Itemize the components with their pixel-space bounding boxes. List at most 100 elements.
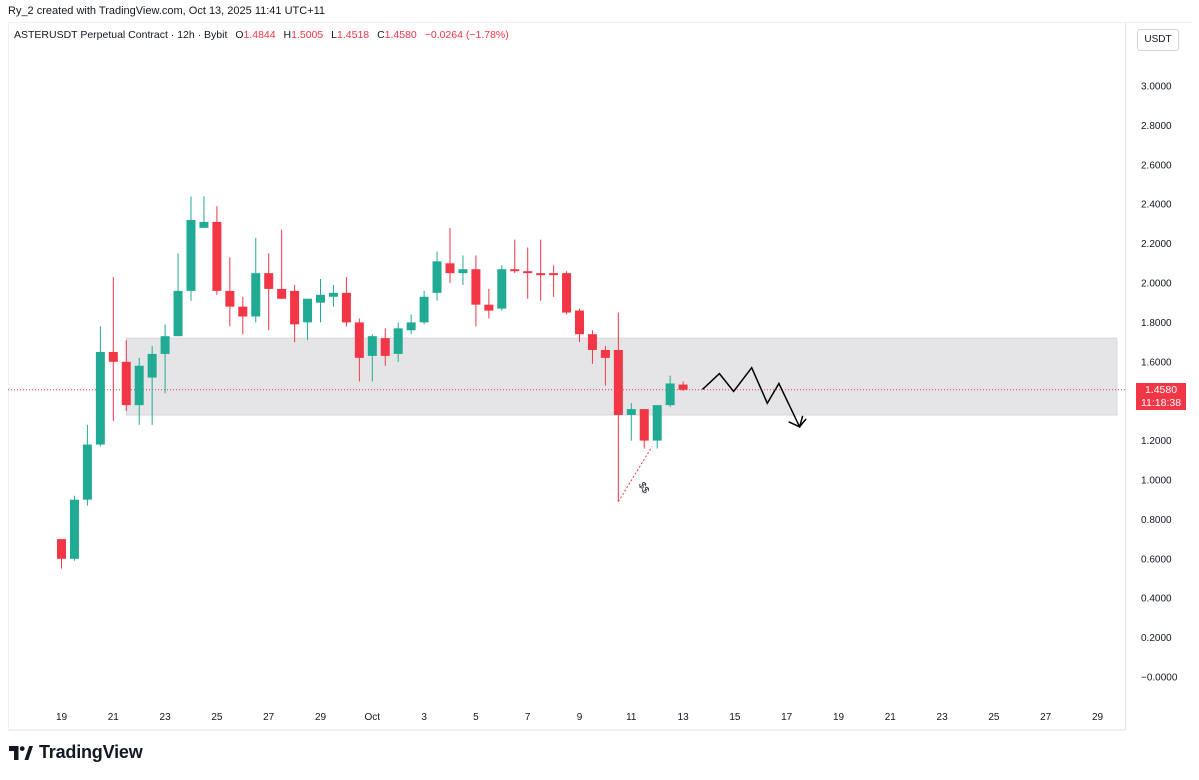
candle-body-19 — [303, 298, 313, 323]
candle-body-1 — [69, 499, 79, 559]
x-tick-label-2: 23 — [160, 712, 172, 723]
y-tick-label-4: 2.2000 — [1141, 239, 1172, 250]
candle-body-31 — [458, 269, 468, 274]
ohlc-open-key: O — [235, 29, 244, 41]
y-tick-label-0: 3.0000 — [1141, 82, 1172, 93]
y-tick-label-6: 1.8000 — [1141, 318, 1172, 329]
y-tick-label-15: −0.0000 — [1141, 673, 1178, 684]
candle-body-24 — [367, 336, 377, 356]
symbol-legend[interactable]: ASTERUSDT Perpetual Contract · 12h · Byb… — [14, 29, 509, 41]
candle-body-3 — [95, 351, 105, 445]
current-price-label: 1.4580 — [1144, 384, 1178, 396]
candle-body-38 — [549, 273, 559, 276]
candle-body-13 — [225, 290, 235, 307]
candle-body-17 — [277, 288, 287, 299]
candle-body-30 — [445, 263, 455, 274]
x-tick-label-15: 19 — [833, 712, 845, 723]
candle-body-37 — [536, 273, 546, 276]
projection-arrowhead — [788, 415, 804, 428]
candle-body-28 — [419, 296, 429, 323]
tradingview-logo-icon — [9, 745, 33, 760]
x-tick-label-5: 29 — [315, 712, 327, 723]
candle-body-45 — [639, 409, 649, 441]
sweep-label: $$ — [636, 480, 651, 496]
x-tick-label-19: 27 — [1040, 712, 1052, 723]
candle-body-20 — [316, 294, 325, 303]
candles-group — [57, 196, 688, 569]
candle-body-29 — [432, 261, 442, 293]
ohlc-low-value: 1.4518 — [337, 29, 370, 41]
candle-body-18 — [290, 290, 300, 325]
candle-body-34 — [497, 269, 507, 309]
creator-line: Ry_2 created with TradingView.com, Oct 1… — [8, 5, 326, 17]
candle-body-0 — [57, 539, 66, 559]
x-tick-label-12: 13 — [678, 712, 690, 723]
x-tick-label-8: 5 — [473, 712, 479, 723]
candle-body-14 — [238, 306, 248, 317]
ohlc-low-key: L — [331, 29, 338, 41]
candle-body-21 — [328, 292, 338, 297]
y-tick-label-9: 1.2000 — [1141, 436, 1172, 447]
liquidity-sweep-line — [617, 446, 653, 502]
ohlc-close-key: C — [377, 29, 385, 41]
x-tick-label-0: 19 — [56, 712, 68, 723]
x-tick-label-1: 21 — [108, 712, 120, 723]
symbol-title: ASTERUSDT Perpetual Contract · 12h · Byb… — [14, 29, 228, 41]
x-tick-label-3: 25 — [211, 712, 223, 723]
y-tick-label-14: 0.2000 — [1141, 633, 1172, 644]
y-tick-label-5: 2.0000 — [1141, 279, 1172, 290]
candle-body-2 — [82, 444, 92, 500]
candle-body-47 — [665, 383, 675, 406]
candle-body-11 — [199, 221, 209, 228]
candle-body-36 — [523, 271, 533, 274]
candle-body-9 — [173, 290, 183, 337]
current-price-tag: 1.4580 11:18:38 — [1136, 383, 1186, 410]
x-tick-label-9: 7 — [525, 712, 531, 723]
tradingview-logo[interactable]: TradingView — [9, 742, 143, 763]
candle-body-42 — [600, 349, 610, 358]
bar-countdown-label: 11:18:38 — [1140, 397, 1182, 409]
candle-body-39 — [562, 273, 572, 313]
x-tick-label-20: 29 — [1092, 712, 1104, 723]
candle-body-16 — [264, 273, 274, 289]
tradingview-logo-text: TradingView — [39, 742, 143, 762]
candle-body-44 — [626, 409, 636, 415]
x-tick-label-6: Oct — [365, 712, 381, 723]
x-tick-label-10: 9 — [577, 712, 583, 723]
candle-body-12 — [212, 221, 222, 291]
price-change: −0.0264 (−1.78%) — [424, 29, 509, 41]
y-tick-label-2: 2.6000 — [1141, 160, 1172, 171]
candle-body-40 — [575, 310, 584, 335]
x-tick-label-18: 25 — [988, 712, 1000, 723]
candle-body-4 — [108, 351, 118, 362]
candle-body-27 — [406, 322, 416, 331]
y-tick-label-3: 2.4000 — [1141, 200, 1172, 211]
ohlc-open-value: 1.4844 — [243, 29, 276, 41]
candle-body-7 — [147, 353, 157, 378]
currency-unit-button[interactable]: USDT — [1137, 29, 1179, 51]
x-tick-label-17: 23 — [937, 712, 949, 723]
y-tick-label-7: 1.6000 — [1141, 357, 1172, 368]
candle-body-15 — [251, 273, 261, 317]
candle-body-35 — [510, 269, 520, 272]
candle-body-22 — [341, 292, 351, 323]
x-tick-label-4: 27 — [263, 712, 275, 723]
candle-body-46 — [652, 405, 662, 441]
x-tick-label-16: 21 — [885, 712, 897, 723]
candle-body-23 — [354, 322, 364, 358]
ohlc-high-value: 1.5005 — [291, 29, 324, 41]
candle-body-41 — [587, 334, 597, 350]
y-tick-label-11: 0.8000 — [1141, 515, 1172, 526]
ohlc-high-key: H — [283, 29, 292, 41]
candle-body-5 — [121, 361, 131, 406]
candle-body-33 — [484, 304, 494, 311]
y-tick-label-1: 2.8000 — [1141, 121, 1172, 132]
candle-body-32 — [471, 269, 481, 305]
x-tick-label-14: 17 — [781, 712, 793, 723]
candle-body-43 — [613, 349, 623, 415]
ohlc-close-value: 1.4580 — [384, 29, 417, 41]
candle-body-8 — [160, 336, 170, 354]
y-tick-label-13: 0.4000 — [1141, 594, 1172, 605]
